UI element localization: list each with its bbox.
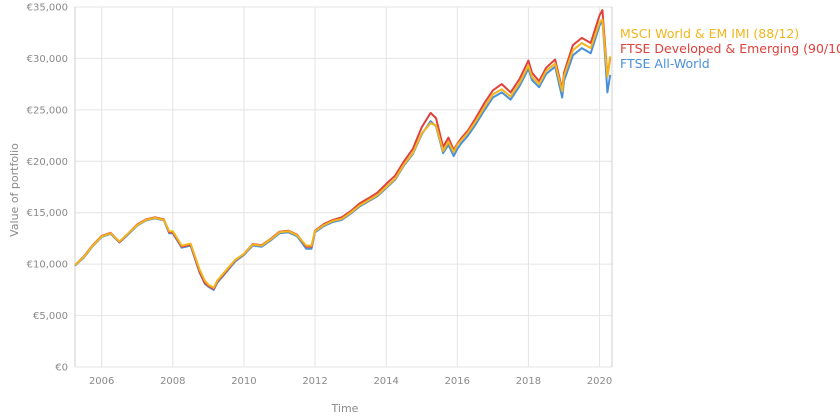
x-axis-title: Time [331,402,359,415]
y-tick-label: €5,000 [33,311,68,322]
series-line-2 [74,19,612,291]
series-line-0 [74,18,612,289]
x-tick-label: 2018 [516,376,541,387]
y-tick-label: €15,000 [27,208,68,219]
y-axis-ticks: €0 €5,000 €10,000 €15,000 €20,000 €25,000 €30,… [27,3,68,374]
y-tick-label: €30,000 [27,54,68,65]
x-tick-label: 2006 [89,376,114,387]
y-tick-label: €0 [55,363,68,374]
x-axis-ticks: 2006 2008 2010 2012 2014 2016 2018 2020 [89,376,612,387]
x-tick-label: 2008 [160,376,185,387]
x-tick-label: 2010 [231,376,256,387]
y-axis-title: Value of portfolio [8,143,21,237]
x-tick-label: 2020 [587,376,612,387]
y-tick-label: €20,000 [27,157,68,168]
legend-entry: MSCI World & EM IMI (88/12) [620,26,799,41]
x-tick-label: 2014 [373,376,398,387]
series-line-1 [74,9,612,290]
x-tick-label: 2016 [445,376,470,387]
y-tick-label: €10,000 [27,260,68,271]
x-tick-label: 2012 [302,376,327,387]
legend-entry: FTSE Developed & Emerging (90/10) [620,41,840,56]
y-tick-label: €25,000 [27,105,68,116]
y-tick-label: €35,000 [27,3,68,14]
series-lines [74,9,612,291]
legend-entry: FTSE All-World [620,56,710,71]
legend: MSCI World & EM IMI (88/12)FTSE Develope… [620,26,840,71]
gridlines [74,6,613,368]
